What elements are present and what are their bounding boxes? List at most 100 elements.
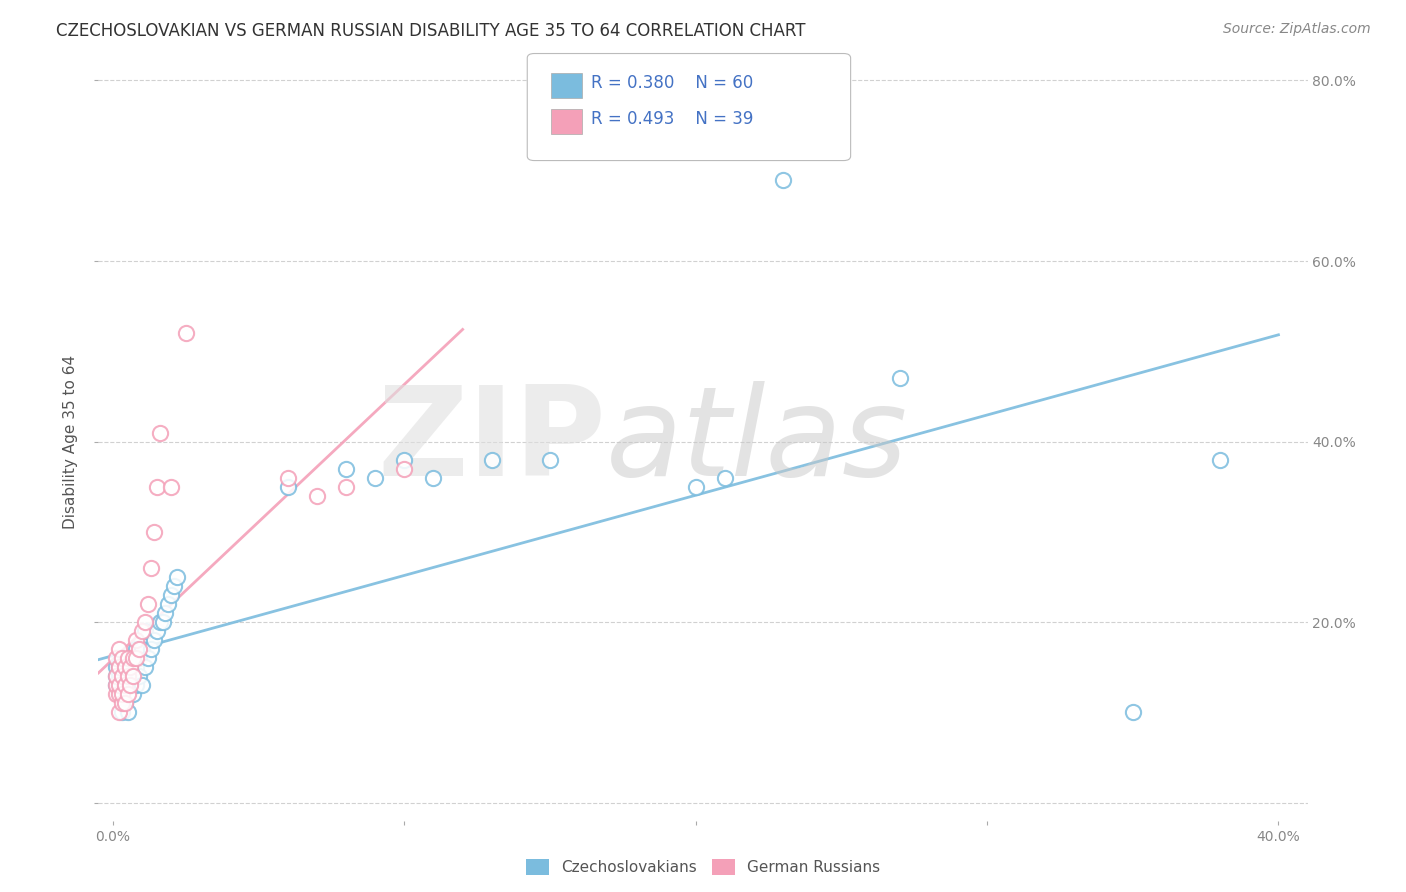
Point (160, 480, 183, 494)
Point (125, 660, 148, 674)
Point (305, 489, 328, 503)
Point (104, 651, 127, 665)
Point (111, 669, 134, 683)
Point (131, 624, 153, 639)
Point (111, 687, 134, 701)
Point (114, 660, 136, 674)
Point (108, 660, 131, 674)
Point (120, 678, 142, 692)
Point (136, 651, 159, 665)
Point (157, 597, 180, 611)
Text: ZIP: ZIP (378, 381, 606, 502)
Point (114, 696, 136, 710)
Point (104, 678, 127, 692)
Point (104, 669, 127, 683)
Point (117, 687, 139, 701)
Point (538, 452, 561, 467)
Point (120, 660, 142, 674)
Point (120, 669, 142, 683)
Point (125, 642, 148, 657)
Point (111, 706, 134, 720)
Point (139, 642, 162, 657)
Point (134, 624, 156, 639)
Point (117, 669, 139, 683)
Point (108, 678, 131, 692)
Point (111, 651, 134, 665)
Point (174, 326, 197, 341)
Point (111, 696, 134, 710)
Point (125, 651, 148, 665)
Point (122, 687, 145, 701)
Point (131, 678, 153, 692)
Point (131, 642, 153, 657)
Point (335, 461, 357, 475)
Point (122, 669, 145, 683)
Point (128, 651, 150, 665)
Point (394, 461, 416, 475)
Point (117, 687, 139, 701)
Point (122, 669, 145, 683)
Point (111, 678, 134, 692)
Point (104, 678, 127, 692)
Point (108, 678, 131, 692)
Point (142, 633, 165, 648)
Point (277, 480, 299, 494)
Point (108, 669, 131, 683)
Point (1209, 452, 1232, 467)
Point (108, 660, 131, 674)
Point (125, 678, 148, 692)
Point (772, 173, 794, 187)
Y-axis label: Disability Age 35 to 64: Disability Age 35 to 64 (63, 354, 79, 529)
Text: R = 0.493    N = 39: R = 0.493 N = 39 (591, 110, 752, 128)
Text: R = 0.380    N = 60: R = 0.380 N = 60 (591, 74, 752, 92)
Point (120, 660, 142, 674)
Point (111, 687, 134, 701)
Point (108, 687, 131, 701)
Point (149, 425, 172, 440)
Text: Source: ZipAtlas.com: Source: ZipAtlas.com (1223, 22, 1371, 37)
Point (139, 561, 162, 575)
Text: CZECHOSLOVAKIAN VS GERMAN RUSSIAN DISABILITY AGE 35 TO 64 CORRELATION CHART: CZECHOSLOVAKIAN VS GERMAN RUSSIAN DISABI… (56, 22, 806, 40)
Legend: Czechoslovakians, German Russians: Czechoslovakians, German Russians (520, 853, 886, 881)
Point (149, 615, 172, 629)
Point (111, 651, 134, 665)
Point (714, 470, 737, 484)
Point (134, 660, 156, 674)
Point (335, 480, 357, 494)
Point (117, 706, 139, 720)
Point (125, 633, 148, 648)
Point (117, 669, 139, 683)
Point (364, 470, 387, 484)
Point (108, 706, 131, 720)
Point (145, 480, 167, 494)
Point (422, 470, 444, 484)
Point (114, 678, 136, 692)
Point (394, 452, 416, 467)
Point (1122, 706, 1144, 720)
Point (122, 651, 145, 665)
Point (277, 470, 299, 484)
Point (128, 669, 150, 683)
Point (104, 660, 127, 674)
Point (117, 651, 139, 665)
Point (108, 642, 131, 657)
Point (142, 524, 165, 539)
Point (155, 606, 177, 620)
Point (117, 651, 139, 665)
Point (160, 588, 183, 602)
Point (128, 642, 150, 657)
Text: atlas: atlas (606, 381, 908, 502)
Point (104, 669, 127, 683)
Point (685, 480, 707, 494)
Point (134, 615, 156, 629)
Point (104, 687, 127, 701)
Point (114, 678, 136, 692)
Point (145, 624, 167, 639)
Point (120, 678, 142, 692)
Point (481, 452, 503, 467)
Point (114, 651, 136, 665)
Point (108, 687, 131, 701)
Point (117, 678, 139, 692)
Point (122, 660, 145, 674)
Point (111, 669, 134, 683)
